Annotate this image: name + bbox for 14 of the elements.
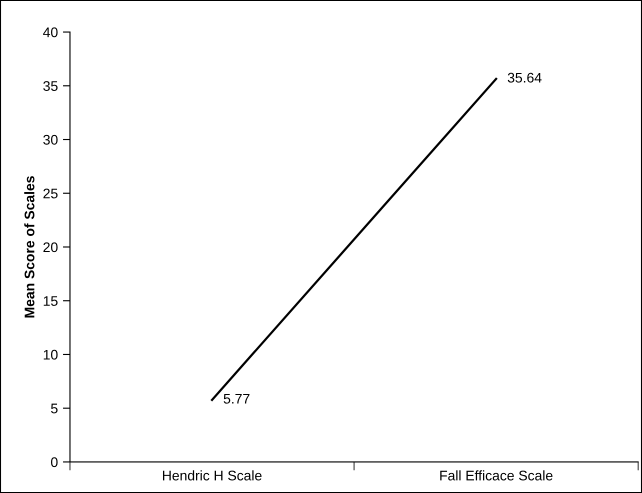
y-tick-label: 5 [51, 404, 58, 414]
data-label: 35.64 [508, 72, 542, 83]
y-tick-label: 35 [43, 81, 58, 91]
x-tick-label: Fall Efficace Scale [440, 470, 552, 480]
y-axis-title: Mean Score of Scales [24, 176, 34, 318]
data-label: 5.77 [224, 394, 250, 404]
y-tick-label: 0 [50, 457, 58, 468]
y-tick-label: 20 [43, 242, 58, 252]
y-tick-label: 10 [44, 350, 58, 360]
y-tick-label: 15 [44, 296, 58, 306]
y-tick-label: 30 [43, 134, 58, 145]
y-tick-label: 40 [43, 27, 58, 38]
y-tick-label: 25 [43, 188, 58, 198]
x-tick-label: Hendric H Scale [162, 470, 262, 480]
